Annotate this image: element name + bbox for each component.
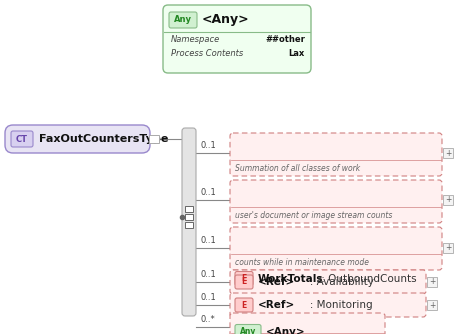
FancyBboxPatch shape [230, 227, 441, 270]
Bar [442, 148, 452, 158]
FancyBboxPatch shape [235, 275, 252, 289]
Bar [426, 277, 436, 287]
Bar [442, 243, 452, 253]
Bar [442, 195, 452, 205]
FancyBboxPatch shape [230, 270, 425, 294]
Bar [185, 206, 193, 212]
Text: Namespace: Namespace [171, 35, 220, 44]
Text: 0..*: 0..* [201, 315, 215, 324]
FancyBboxPatch shape [149, 135, 159, 143]
FancyBboxPatch shape [11, 131, 33, 147]
Text: <Any>: <Any> [265, 327, 305, 334]
Text: <Ref>: <Ref> [257, 277, 295, 287]
Text: +: + [444, 243, 450, 253]
FancyBboxPatch shape [168, 12, 196, 28]
Text: <Ref>: <Ref> [257, 300, 295, 310]
Text: Any: Any [239, 328, 256, 334]
Text: : Monitoring: : Monitoring [300, 300, 372, 310]
Text: 0..1: 0..1 [201, 141, 216, 150]
Text: Summation of all classes of work: Summation of all classes of work [235, 164, 359, 173]
Text: <Any>: <Any> [202, 13, 249, 26]
FancyBboxPatch shape [230, 313, 384, 334]
FancyBboxPatch shape [162, 5, 310, 73]
Text: Lax: Lax [288, 49, 304, 58]
Bar [426, 300, 436, 310]
Text: 0..1: 0..1 [201, 293, 216, 302]
Text: user's document or image stream counts: user's document or image stream counts [235, 211, 392, 220]
Text: +: + [444, 149, 450, 158]
Text: 0..1: 0..1 [201, 270, 216, 279]
Bar [185, 214, 193, 220]
Text: CT: CT [16, 135, 28, 144]
Text: E: E [241, 301, 246, 310]
Text: E: E [241, 278, 246, 287]
Text: 0..1: 0..1 [201, 188, 216, 197]
Text: +: + [444, 195, 450, 204]
FancyBboxPatch shape [235, 325, 260, 334]
Text: WorkTotals: WorkTotals [257, 274, 323, 284]
Text: E: E [241, 274, 246, 283]
Text: ##other: ##other [264, 35, 304, 44]
Text: Any: Any [174, 15, 191, 24]
Text: 0..1: 0..1 [201, 236, 216, 245]
FancyBboxPatch shape [230, 180, 441, 223]
Text: : OutboundCounts: : OutboundCounts [318, 274, 416, 284]
Text: counts while in maintenance mode: counts while in maintenance mode [235, 258, 368, 267]
Text: Process Contents: Process Contents [171, 49, 243, 58]
Text: +: + [428, 301, 434, 310]
FancyBboxPatch shape [5, 125, 150, 153]
FancyBboxPatch shape [230, 133, 441, 176]
FancyBboxPatch shape [235, 272, 252, 286]
FancyBboxPatch shape [182, 128, 196, 316]
FancyBboxPatch shape [235, 298, 252, 312]
Text: +: + [428, 278, 434, 287]
FancyBboxPatch shape [230, 293, 425, 317]
Text: : Availability: : Availability [300, 277, 374, 287]
Text: FaxOutCountersType: FaxOutCountersType [39, 134, 168, 144]
Bar [185, 222, 193, 228]
